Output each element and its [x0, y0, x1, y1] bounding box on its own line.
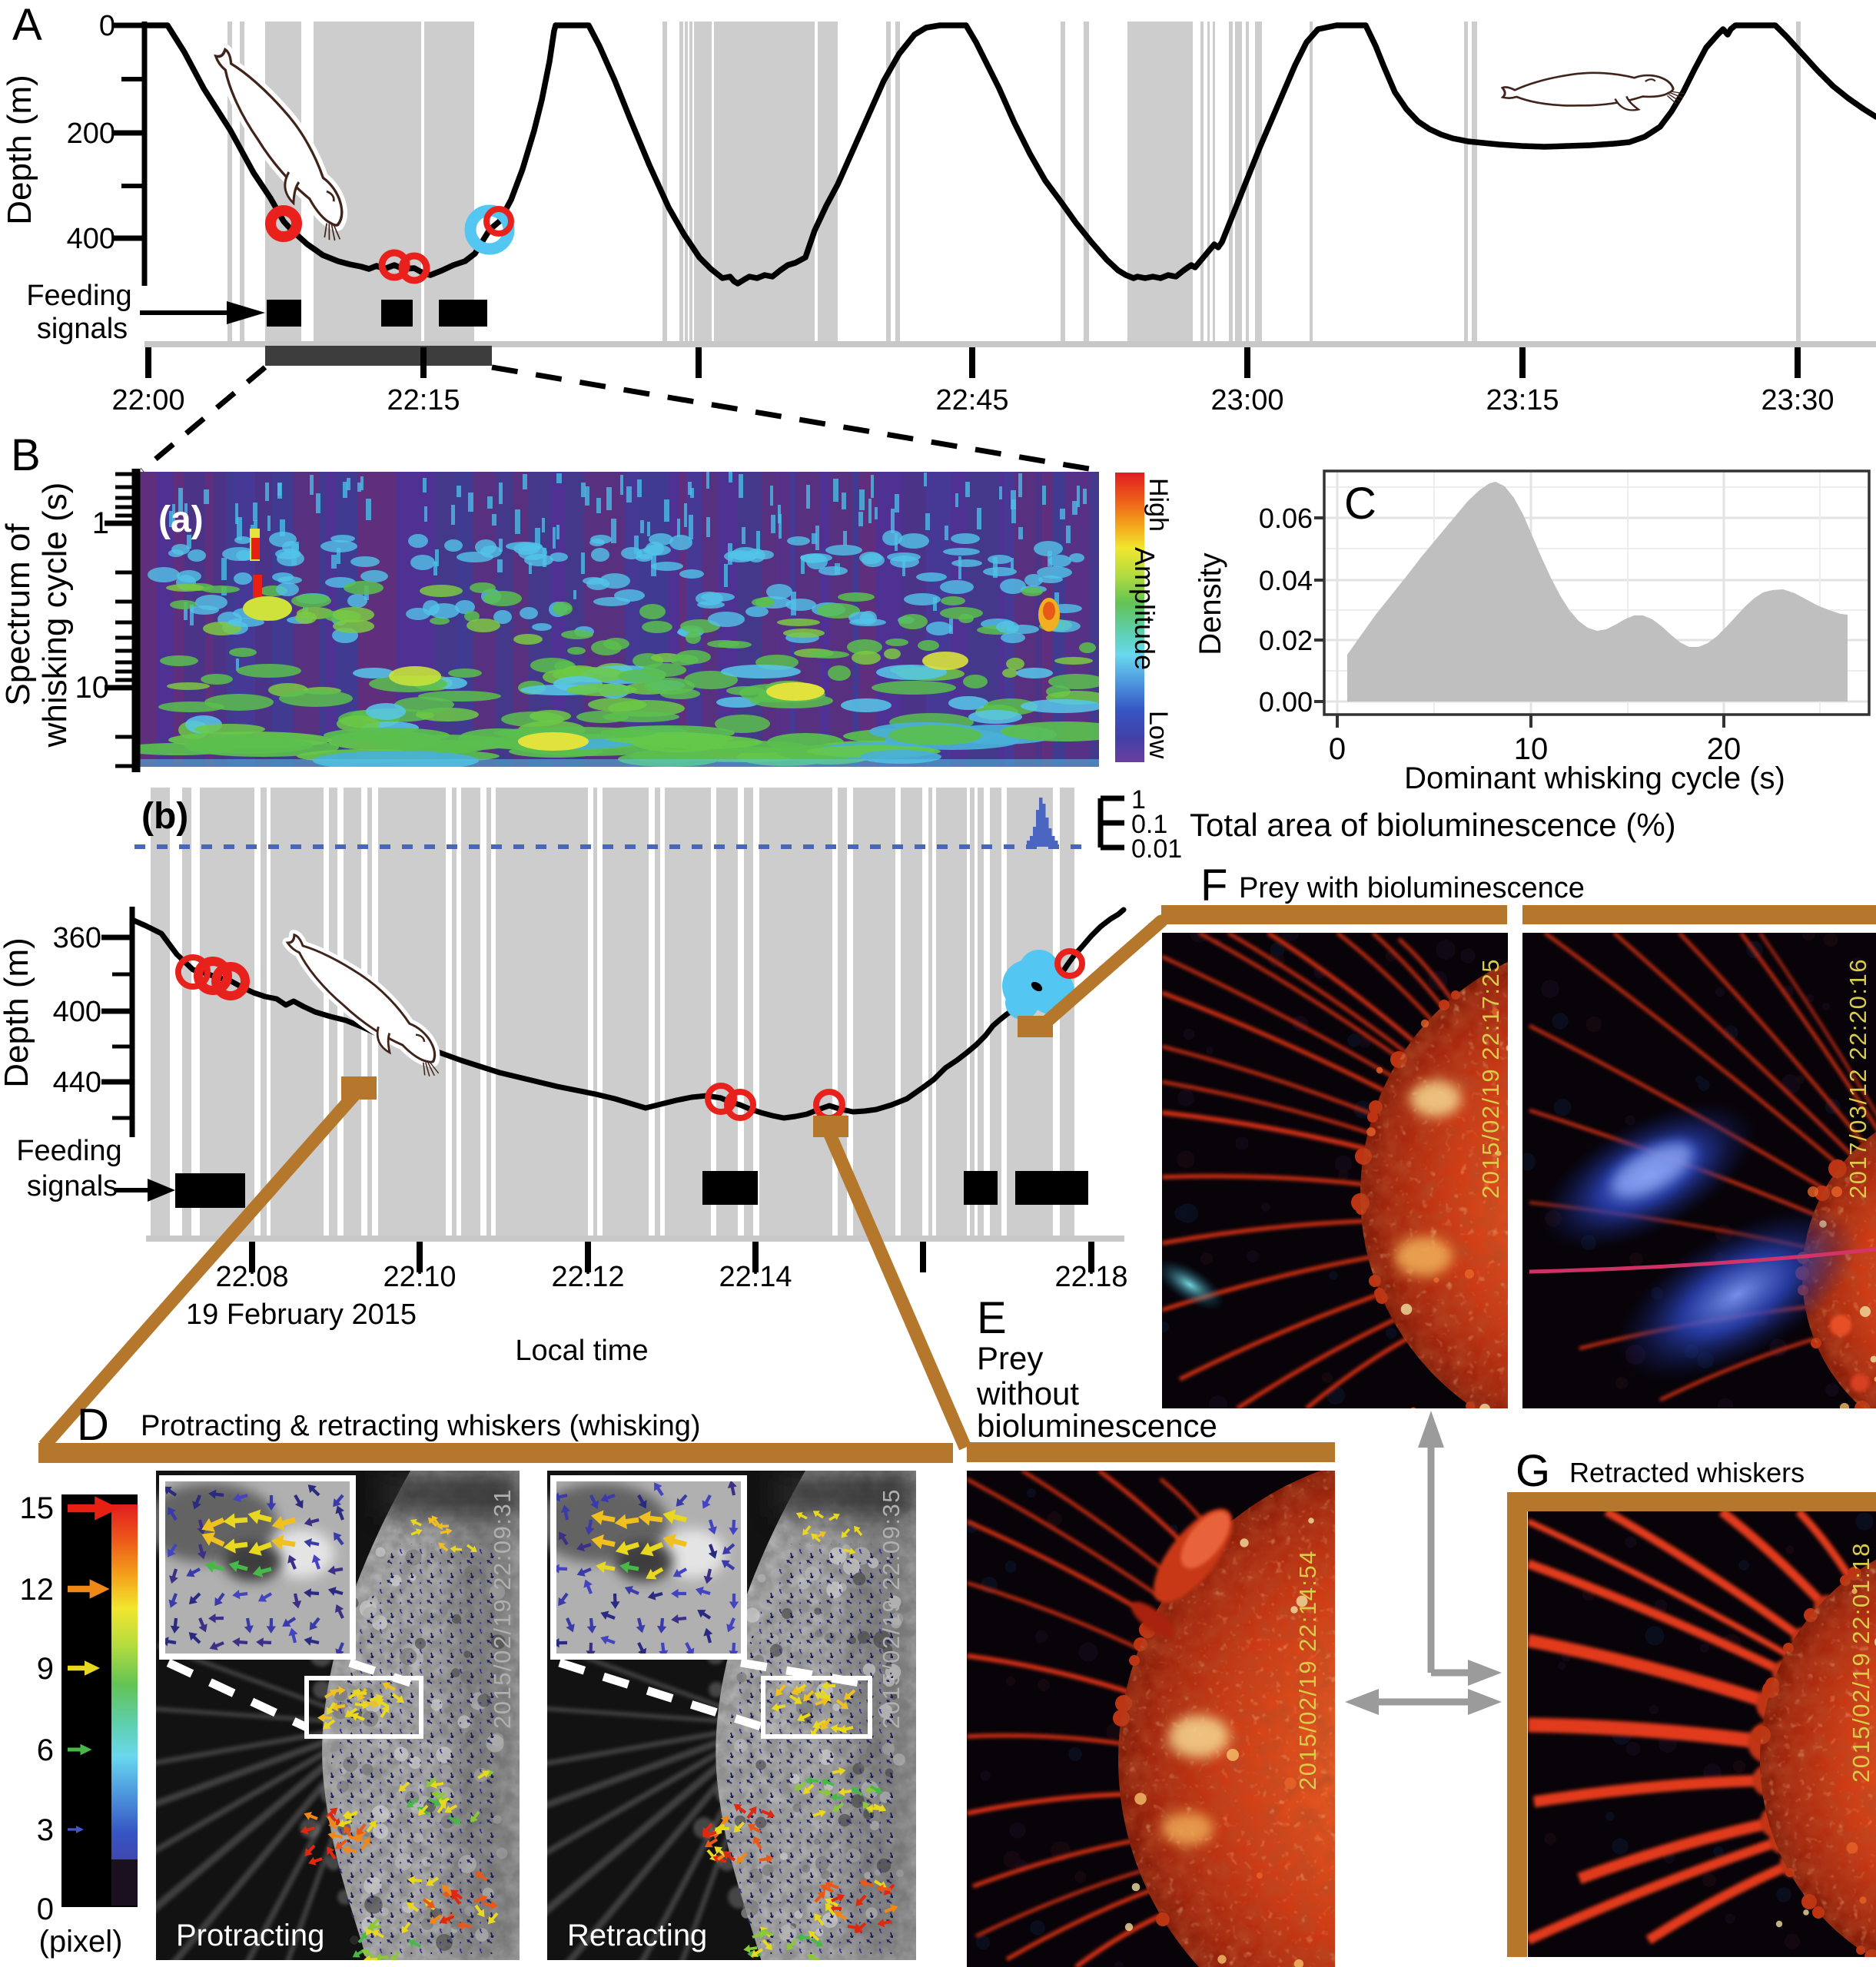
svg-text:0.02: 0.02	[1259, 625, 1313, 656]
svg-text:B: B	[11, 430, 41, 480]
svg-text:200: 200	[67, 118, 115, 150]
svg-text:23:15: 23:15	[1486, 384, 1559, 416]
svg-text:bioluminescence: bioluminescence	[977, 1408, 1217, 1444]
svg-text:23:00: 23:00	[1210, 384, 1283, 416]
svg-text:Depth (m): Depth (m)	[1, 75, 38, 225]
svg-text:Local time: Local time	[515, 1335, 648, 1367]
svg-text:F: F	[1200, 861, 1227, 911]
svg-text:0: 0	[1329, 732, 1346, 766]
svg-text:Feeding: Feeding	[26, 280, 131, 312]
svg-text:22:14: 22:14	[719, 1261, 792, 1293]
svg-text:2015/02/19 22:14:54: 2015/02/19 22:14:54	[1294, 1550, 1321, 1790]
svg-text:15: 15	[20, 1491, 55, 1525]
svg-text:whisking cycle (s): whisking cycle (s)	[36, 483, 74, 748]
svg-text:Prey: Prey	[977, 1340, 1043, 1376]
svg-text:Retracted whiskers: Retracted whiskers	[1569, 1457, 1805, 1488]
svg-text:1: 1	[92, 506, 109, 540]
svg-text:(b): (b)	[141, 796, 188, 837]
svg-text:Low: Low	[1144, 711, 1173, 759]
svg-text:400: 400	[67, 223, 115, 255]
svg-text:2015/02/19 22:09:31: 2015/02/19 22:09:31	[489, 1488, 516, 1729]
svg-text:360: 360	[53, 922, 101, 954]
svg-text:Spectrum of: Spectrum of	[0, 523, 37, 706]
svg-text:Protracting: Protracting	[176, 1919, 324, 1952]
svg-text:22:12: 22:12	[551, 1261, 624, 1293]
svg-text:440: 440	[53, 1066, 101, 1099]
svg-text:2017/03/12 22:20:16: 2017/03/12 22:20:16	[1844, 958, 1871, 1199]
svg-text:1: 1	[1131, 785, 1146, 814]
svg-text:6: 6	[37, 1733, 54, 1767]
svg-text:Total area of bioluminescence: Total area of bioluminescence (%)	[1190, 807, 1676, 843]
svg-text:10: 10	[1514, 732, 1549, 766]
svg-text:0.00: 0.00	[1259, 686, 1313, 718]
svg-text:Depth (m): Depth (m)	[0, 937, 35, 1088]
svg-text:22:45: 22:45	[935, 384, 1008, 416]
svg-text:Dominant whisking cycle (s): Dominant whisking cycle (s)	[1404, 761, 1785, 795]
svg-text:0.01: 0.01	[1131, 834, 1182, 864]
svg-text:signals: signals	[37, 313, 128, 345]
svg-text:22:08: 22:08	[215, 1261, 288, 1293]
svg-text:Density: Density	[1194, 552, 1227, 655]
svg-text:signals: signals	[27, 1170, 118, 1202]
svg-text:0.06: 0.06	[1259, 503, 1313, 534]
svg-text:High: High	[1144, 478, 1173, 532]
svg-text:D: D	[77, 1400, 109, 1450]
svg-text:9: 9	[37, 1652, 54, 1686]
svg-text:12: 12	[20, 1573, 55, 1607]
svg-text:23:30: 23:30	[1761, 384, 1834, 416]
svg-text:20: 20	[1707, 732, 1742, 766]
svg-text:0.1: 0.1	[1131, 810, 1167, 839]
svg-text:2015/02/19 22:09:35: 2015/02/19 22:09:35	[878, 1488, 905, 1729]
svg-text:E: E	[977, 1293, 1007, 1343]
svg-text:(a): (a)	[158, 499, 204, 540]
svg-text:400: 400	[53, 996, 101, 1028]
svg-text:A: A	[12, 0, 42, 50]
svg-text:Prey with bioluminescence: Prey with bioluminescence	[1239, 872, 1585, 904]
svg-text:0: 0	[99, 10, 115, 42]
svg-text:3: 3	[37, 1813, 54, 1847]
svg-text:22:00: 22:00	[111, 384, 184, 416]
svg-text:22:15: 22:15	[387, 384, 460, 416]
svg-text:(pixel): (pixel)	[39, 1925, 123, 1959]
svg-text:Feeding: Feeding	[16, 1135, 121, 1167]
svg-text:22:10: 22:10	[383, 1261, 456, 1293]
svg-text:Protracting & retracting whisk: Protracting & retracting whiskers (whisk…	[141, 1410, 701, 1442]
svg-text:19 February 2015: 19 February 2015	[186, 1299, 417, 1331]
svg-text:2015/02/19 22:17:25: 2015/02/19 22:17:25	[1477, 958, 1504, 1199]
svg-text:2015/02/19 22:01:18: 2015/02/19 22:01:18	[1848, 1542, 1874, 1783]
svg-text:Amplitude: Amplitude	[1129, 547, 1160, 670]
svg-text:without: without	[976, 1375, 1079, 1411]
svg-text:10: 10	[75, 671, 110, 705]
svg-text:G: G	[1516, 1446, 1550, 1496]
svg-text:0.04: 0.04	[1259, 565, 1313, 596]
svg-text:22:18: 22:18	[1054, 1261, 1127, 1293]
svg-text:0: 0	[37, 1892, 54, 1926]
svg-text:Retracting: Retracting	[567, 1919, 707, 1952]
svg-text:C: C	[1344, 479, 1376, 529]
